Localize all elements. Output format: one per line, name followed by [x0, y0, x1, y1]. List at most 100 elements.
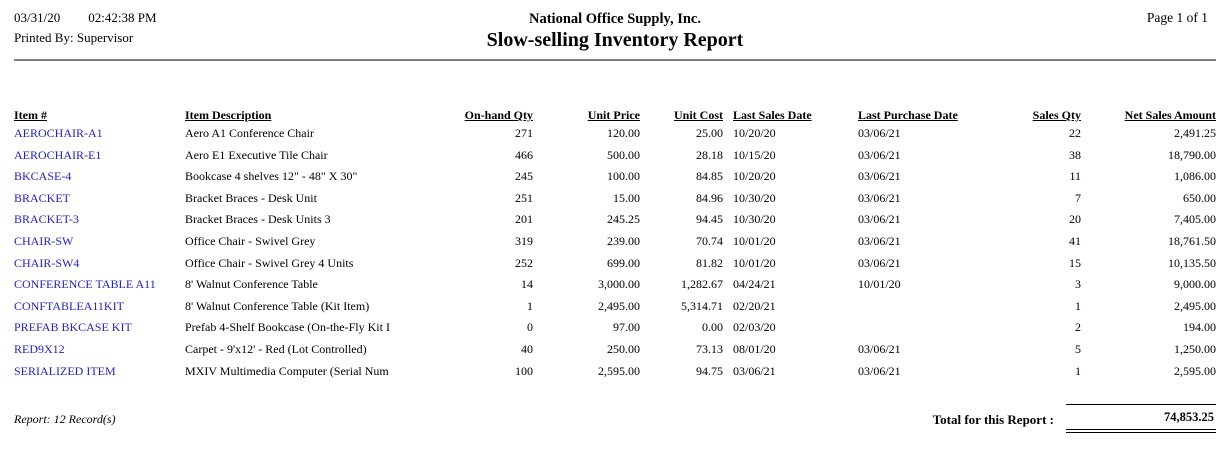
cell-last-purchase-date: 03/06/21: [858, 363, 901, 378]
cell-unit-cost: 1,282.67: [681, 277, 723, 292]
cell-net-sales-amount: 18,761.50: [1168, 233, 1216, 248]
cell-item[interactable]: BRACKET: [14, 190, 71, 205]
cell-unit-cost: 5,314.71: [681, 298, 723, 313]
cell-last-purchase-date: 03/06/21: [858, 212, 901, 227]
inventory-table: Item # Item Description On-hand Qty Unit…: [14, 97, 1216, 382]
cell-on-hand-qty: 201: [515, 212, 533, 227]
cell-item[interactable]: BRACKET-3: [14, 212, 79, 227]
total-value: 74,853.25: [1066, 404, 1216, 434]
cell-item[interactable]: PREFAB BKCASE KIT: [14, 320, 132, 335]
cell-net-sales-amount: 18,790.00: [1168, 147, 1216, 162]
table-row: AEROCHAIR-A1 Aero A1 Conference Chair 271 1…: [14, 123, 1216, 145]
col-header-last-purchase-date: Last Purchase Date: [858, 108, 958, 122]
cell-unit-cost: 94.75: [696, 363, 723, 378]
cell-last-sales-date: 10/01/20: [733, 255, 776, 270]
table-row: CONFERENCE TABLE A11 8' Walnut Conference…: [14, 274, 1216, 296]
cell-unit-price: 699.00: [607, 255, 640, 270]
cell-item[interactable]: AEROCHAIR-A1: [14, 126, 103, 140]
cell-sales-qty: 1: [1075, 298, 1081, 313]
cell-last-sales-date: 03/06/21: [733, 363, 776, 378]
cell-on-hand-qty: 100: [515, 363, 533, 378]
cell-description: Aero E1 Executive Tile Chair: [185, 147, 328, 162]
cell-unit-price: 500.00: [607, 147, 640, 162]
cell-net-sales-amount: 2,595.00: [1174, 363, 1216, 378]
cell-unit-price: 100.00: [607, 169, 640, 184]
cell-unit-cost: 84.85: [696, 169, 723, 184]
cell-description: Prefab 4-Shelf Bookcase (On-the-Fly Kit …: [185, 320, 390, 335]
printed-by: Printed By: Supervisor: [14, 30, 134, 45]
cell-last-sales-date: 10/30/20: [733, 190, 776, 205]
cell-unit-cost: 28.18: [696, 147, 723, 162]
cell-on-hand-qty: 40: [521, 341, 533, 356]
cell-on-hand-qty: 319: [515, 233, 533, 248]
cell-unit-cost: 25.00: [696, 126, 723, 140]
cell-item[interactable]: AEROCHAIR-E1: [14, 147, 102, 162]
record-count: Report: 12 Record(s): [14, 412, 116, 427]
print-datetime: 03/31/20 02:42:38 PM: [14, 8, 274, 28]
cell-net-sales-amount: 10,135.50: [1168, 255, 1216, 270]
col-header-item-number: Item #: [14, 108, 47, 122]
table-row: CHAIR-SW Office Chair - Swivel Grey 319 239…: [14, 231, 1216, 253]
cell-on-hand-qty: 1: [527, 298, 533, 313]
cell-on-hand-qty: 466: [515, 147, 533, 162]
cell-last-sales-date: 10/01/20: [733, 233, 776, 248]
cell-last-sales-date: 10/15/20: [733, 147, 776, 162]
table-row: CHAIR-SW4 Office Chair - Swivel Grey 4 Un…: [14, 253, 1216, 275]
cell-description: 8' Walnut Conference Table (Kit Item): [185, 298, 370, 313]
cell-last-purchase-date: 03/06/21: [858, 147, 901, 162]
cell-unit-price: 97.00: [613, 320, 640, 335]
col-header-on-hand-qty: On-hand Qty: [464, 108, 533, 122]
cell-unit-price: 250.00: [607, 341, 640, 356]
cell-last-purchase-date: 03/06/21: [858, 190, 901, 205]
table-row: SERIALIZED ITEM MXIV Multimedia Computer …: [14, 361, 1216, 383]
cell-item[interactable]: RED9X12: [14, 341, 65, 356]
cell-on-hand-qty: 271: [515, 126, 533, 140]
cell-unit-price: 245.25: [607, 212, 640, 227]
cell-item[interactable]: SERIALIZED ITEM: [14, 363, 116, 378]
report-page: 03/31/20 02:42:38 PM Printed By: Supervis…: [14, 8, 1216, 434]
cell-item[interactable]: CONFTABLEA11KIT: [14, 298, 124, 313]
cell-on-hand-qty: 14: [521, 277, 533, 292]
cell-last-purchase-date: 03/06/21: [858, 126, 901, 140]
cell-sales-qty: 2: [1075, 320, 1081, 335]
table-row: PREFAB BKCASE KIT Prefab 4-Shelf Bookcase…: [14, 317, 1216, 339]
cell-description: Office Chair - Swivel Grey: [185, 233, 316, 248]
report-footer: Report: 12 Record(s) Total for this Repo…: [14, 404, 1216, 434]
cell-last-purchase-date: 03/06/21: [858, 233, 901, 248]
cell-unit-price: 3,000.00: [598, 277, 640, 292]
col-header-net-sales-amount: Net Sales Amount: [1124, 108, 1216, 122]
cell-item[interactable]: CONFERENCE TABLE A11: [14, 277, 156, 292]
cell-unit-price: 15.00: [613, 190, 640, 205]
cell-net-sales-amount: 1,086.00: [1174, 169, 1216, 184]
cell-unit-price: 120.00: [607, 126, 640, 140]
cell-unit-price: 2,495.00: [598, 298, 640, 313]
cell-on-hand-qty: 252: [515, 255, 533, 270]
cell-item[interactable]: BKCASE-4: [14, 169, 72, 184]
cell-on-hand-qty: 0: [527, 320, 533, 335]
cell-sales-qty: 38: [1069, 147, 1081, 162]
cell-unit-cost: 84.96: [696, 190, 723, 205]
cell-item[interactable]: CHAIR-SW: [14, 233, 74, 248]
cell-unit-price: 239.00: [607, 233, 640, 248]
cell-sales-qty: 5: [1075, 341, 1081, 356]
cell-sales-qty: 11: [1069, 169, 1081, 184]
cell-last-purchase-date: [858, 296, 1027, 318]
col-header-last-sales-date: Last Sales Date: [733, 108, 812, 122]
cell-last-purchase-date: 10/01/20: [858, 277, 901, 292]
cell-unit-cost: 94.45: [696, 212, 723, 227]
page-number: Page 1 of 1: [1146, 10, 1208, 25]
page-title: Slow-selling Inventory Report: [486, 29, 744, 51]
table-row: RED9X12 Carpet - 9'x12' - Red (Lot Contro…: [14, 339, 1216, 361]
cell-last-sales-date: 08/01/20: [733, 341, 776, 356]
cell-unit-cost: 0.00: [702, 320, 723, 335]
cell-net-sales-amount: 1,250.00: [1174, 341, 1216, 356]
col-header-sales-qty: Sales Qty: [1032, 108, 1081, 122]
cell-last-sales-date: 10/20/20: [733, 126, 776, 140]
cell-description: Carpet - 9'x12' - Red (Lot Controlled): [185, 341, 367, 356]
table-header-row: Item # Item Description On-hand Qty Unit…: [14, 97, 1216, 123]
col-header-unit-price: Unit Price: [587, 108, 640, 122]
cell-item[interactable]: CHAIR-SW4: [14, 255, 80, 270]
total-label: Total for this Report :: [932, 412, 1054, 428]
report-header: 03/31/20 02:42:38 PM Printed By: Supervis…: [14, 8, 1216, 52]
cell-last-sales-date: 04/24/21: [733, 277, 776, 292]
